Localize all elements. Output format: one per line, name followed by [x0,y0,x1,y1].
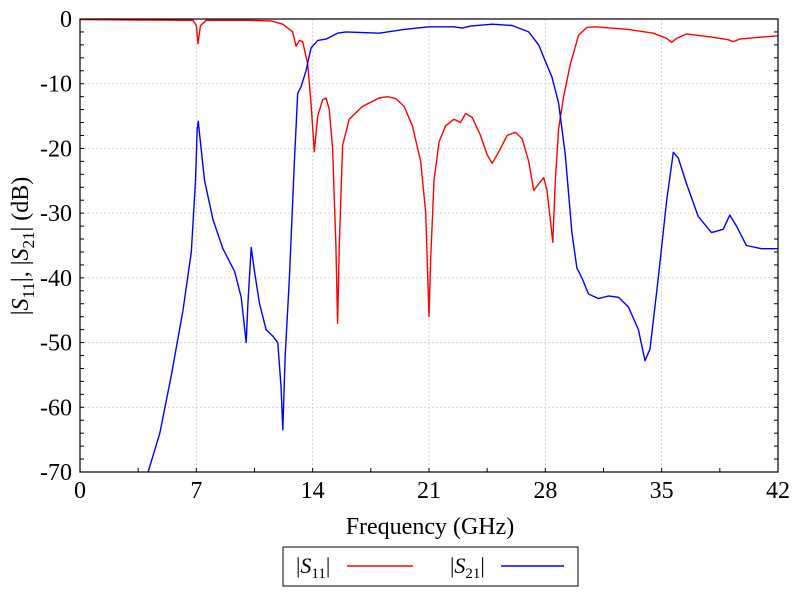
series-line-11 [79,18,779,324]
x-tick-label: 21 [417,478,441,504]
x-tick-label: 42 [766,478,790,504]
y-tick-label: -30 [40,201,72,227]
y-axis-label: |S11|, |S21| (dB) [8,177,38,316]
series-line-21 [147,23,778,473]
grid [80,19,778,472]
x-axis-label: Frequency (GHz) [346,514,515,540]
y-label-part: 21 [19,232,38,249]
x-tick-label: 28 [533,478,557,504]
x-tick-label: 0 [74,478,86,504]
y-label-part: | [8,310,34,315]
y-tick-label: -50 [40,331,72,357]
y-axis-ticks: 0 -10 -20 -30 -40 -50 -60 -70 [40,7,778,486]
y-tick-label: -60 [40,395,72,421]
y-tick-label: -70 [40,460,72,486]
y-tick-label: 0 [60,7,72,33]
x-tick-label: 35 [650,478,674,504]
y-tick-label: -10 [40,72,72,98]
y-label-part: 11 [19,282,38,298]
y-label-part: S [8,298,34,310]
y-tick-label: -40 [40,266,72,292]
x-tick-label: 7 [190,478,202,504]
x-axis-ticks: 0 7 14 21 28 35 42 [74,468,790,504]
y-label-part: |, | [8,261,34,283]
y-label-part: S [8,249,34,261]
y-label-part: | (dB) [8,177,34,232]
x-tick-label: 14 [301,478,325,504]
y-tick-label: -20 [40,136,72,162]
legend-label-21: |S21| [450,553,485,582]
legend-label-11: |S11| [296,553,330,582]
series-lines [79,18,779,473]
legend: |S11| |S21| [282,546,579,587]
